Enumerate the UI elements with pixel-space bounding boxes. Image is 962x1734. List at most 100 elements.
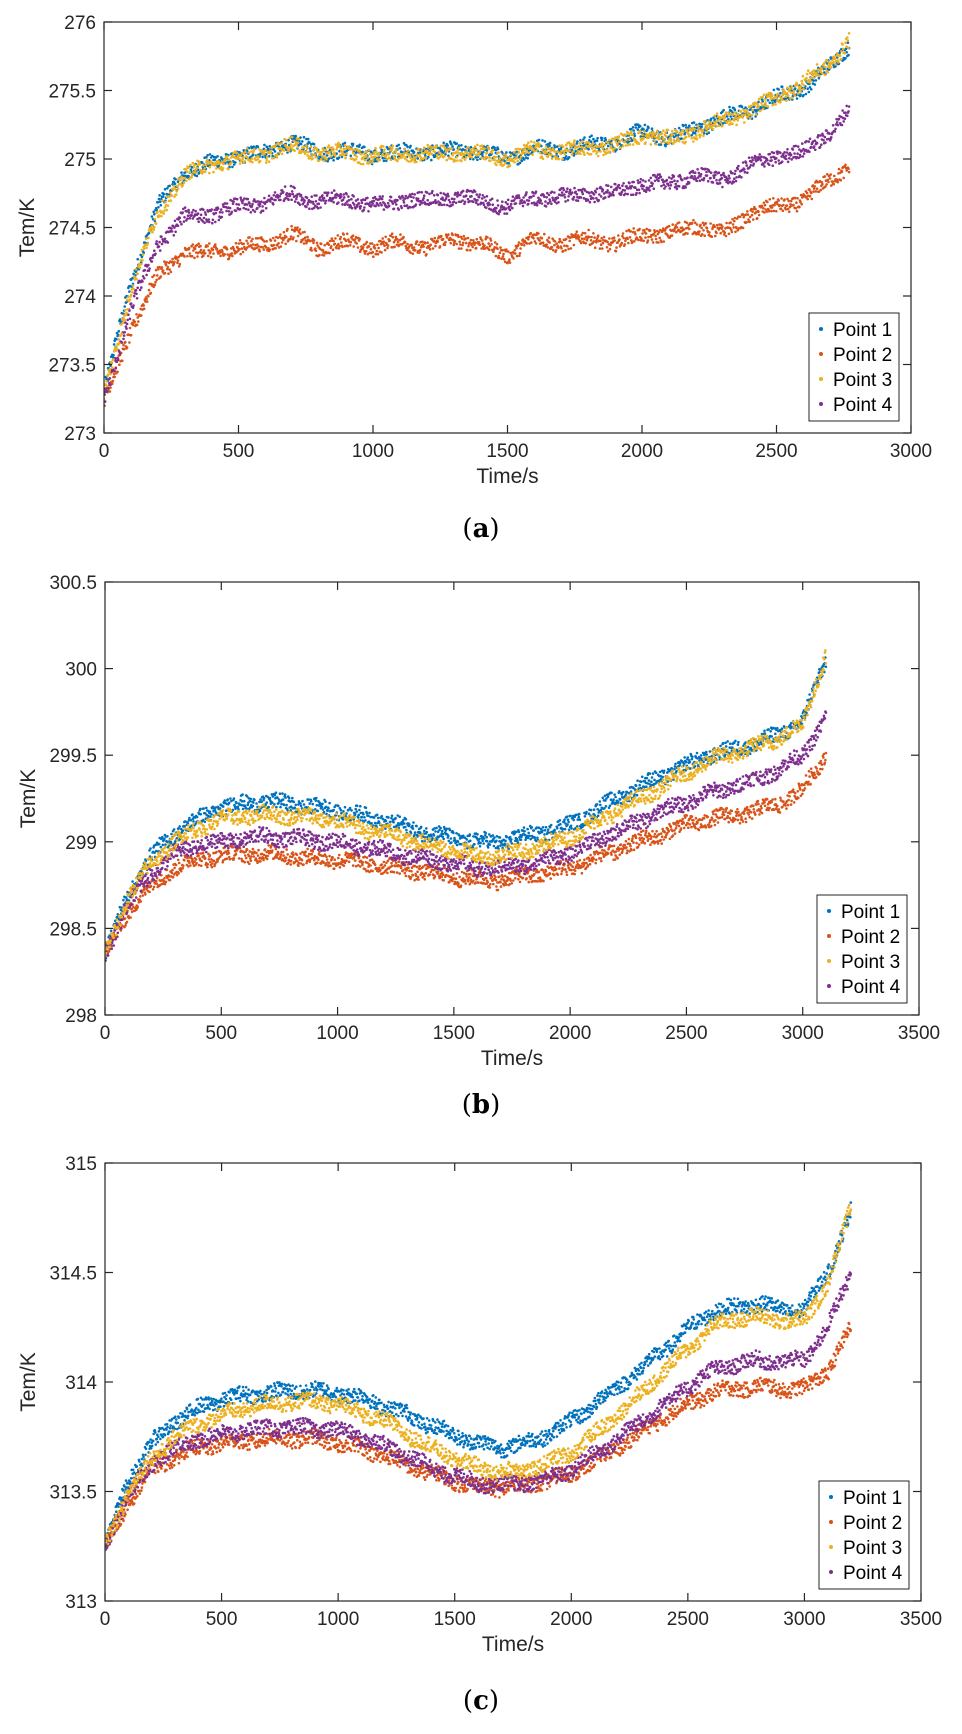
data-point	[266, 155, 269, 159]
data-point	[290, 135, 294, 139]
data-point	[746, 210, 749, 213]
data-point	[612, 150, 615, 153]
data-point	[209, 160, 213, 163]
data-point	[545, 196, 548, 199]
data-point	[670, 129, 674, 133]
data-point	[466, 197, 470, 201]
data-point	[212, 170, 215, 174]
data-point	[494, 254, 498, 258]
data-point	[268, 144, 272, 148]
data-point	[685, 135, 688, 139]
data-point	[781, 209, 785, 212]
data-point	[702, 134, 705, 138]
data-point	[772, 209, 776, 213]
data-point	[267, 160, 271, 163]
data-point	[472, 239, 475, 242]
data-point	[798, 148, 801, 151]
data-point	[722, 108, 725, 112]
data-point	[749, 164, 753, 167]
data-point	[613, 239, 616, 242]
data-point	[414, 203, 418, 206]
data-point	[619, 192, 623, 196]
data-point	[314, 247, 317, 250]
data-point	[469, 145, 473, 149]
data-point	[844, 47, 848, 50]
data-point	[558, 144, 561, 147]
data-point	[818, 74, 821, 78]
data-point	[109, 364, 112, 368]
data-point	[509, 205, 512, 208]
data-point	[327, 157, 331, 160]
data-point	[373, 246, 377, 250]
data-point	[230, 252, 234, 255]
data-point	[744, 113, 747, 116]
data-point	[491, 148, 495, 152]
data-point	[737, 164, 740, 168]
data-point	[153, 225, 156, 229]
data-point	[550, 157, 554, 160]
data-point	[581, 192, 585, 196]
data-point	[473, 243, 476, 246]
data-point	[764, 208, 767, 211]
data-point	[402, 201, 406, 204]
data-point	[269, 239, 273, 242]
data-point	[638, 191, 641, 195]
data-point	[134, 268, 138, 271]
data-point	[261, 209, 265, 213]
data-point	[602, 153, 605, 157]
data-point	[365, 240, 369, 244]
data-point	[626, 237, 629, 241]
data-point	[345, 152, 348, 155]
data-point	[515, 246, 518, 250]
data-point	[168, 184, 171, 188]
data-point	[358, 207, 362, 210]
data-point	[303, 236, 307, 239]
data-point	[685, 221, 689, 225]
data-point	[478, 150, 482, 154]
data-point	[452, 200, 456, 204]
data-point	[518, 196, 521, 200]
data-point	[586, 151, 589, 155]
data-point	[257, 200, 261, 204]
data-point	[225, 209, 228, 213]
data-point	[389, 234, 393, 238]
data-point	[564, 143, 568, 147]
data-point	[733, 172, 737, 176]
data-point	[557, 246, 560, 250]
data-point	[580, 140, 584, 143]
data-point	[631, 193, 635, 196]
data-point	[227, 210, 231, 213]
data-point	[132, 272, 135, 276]
data-point	[570, 191, 574, 194]
data-point	[402, 199, 405, 202]
data-point	[296, 141, 300, 144]
data-point	[606, 141, 610, 145]
data-point	[125, 327, 128, 330]
plot-area-a	[104, 22, 911, 433]
data-point	[426, 198, 430, 202]
data-point	[641, 232, 644, 235]
data-point	[532, 201, 536, 204]
data-point	[660, 240, 663, 244]
data-point	[578, 142, 582, 145]
data-point	[355, 242, 359, 245]
data-point	[768, 198, 772, 201]
data-point	[363, 145, 366, 149]
data-point	[238, 247, 241, 251]
data-point	[522, 244, 526, 247]
data-point	[544, 205, 548, 208]
data-point	[763, 98, 767, 101]
data-point	[596, 234, 600, 237]
data-point	[679, 175, 682, 178]
data-point	[225, 247, 229, 251]
data-point	[599, 150, 602, 153]
data-point	[761, 95, 764, 99]
data-point	[809, 191, 813, 195]
data-point	[173, 226, 176, 229]
data-point	[258, 202, 262, 206]
data-point	[416, 197, 420, 201]
data-point	[814, 190, 818, 193]
data-point	[455, 155, 459, 159]
data-point	[765, 210, 769, 213]
data-point	[649, 176, 653, 180]
